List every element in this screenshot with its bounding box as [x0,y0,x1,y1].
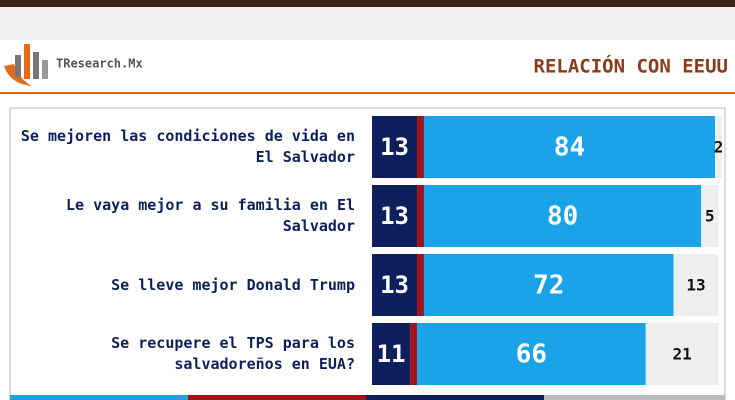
value-label: 72 [533,271,564,301]
value-label: 13 [380,133,409,161]
category-label: Le vaya mejor a su familia en El Salvado… [66,196,355,235]
value-label: 2 [714,138,724,157]
legend-strip [544,395,725,400]
legend-strip [188,395,366,400]
bar-segment [417,254,424,316]
bar-segment [701,185,719,247]
value-label: 13 [686,276,705,295]
value-label: 11 [377,340,406,368]
bar-segment [372,323,411,385]
value-label: 13 [380,202,409,230]
category-label: Se mejoren las condiciones de vida en El… [20,127,355,166]
value-label: 21 [673,345,692,364]
top-bar [0,0,735,7]
bar-segment [372,254,418,316]
legend-strip [10,395,188,400]
category-label: Se lleve mejor Donald Trump [111,275,355,294]
bar-segment [417,323,646,385]
bar-segment [673,254,719,316]
bar-segment [410,323,418,385]
bar-segment [423,116,716,178]
bar-segment [645,323,719,385]
logo [4,44,48,86]
value-label: 80 [547,202,578,232]
category-label: Se recupere el TPS para los salvadoreños… [111,334,355,373]
legend-strip [366,395,544,400]
bar-segment [417,116,424,178]
bar-segment [372,185,418,247]
value-label: 5 [705,207,715,226]
page-title: RELACIÓN CON EEUU [534,54,728,78]
bar-segment [423,254,674,316]
bar-segment [715,116,722,178]
value-label: 66 [516,340,547,370]
bar-segment [423,185,702,247]
value-label: 84 [554,133,585,163]
value-label: 13 [380,271,409,299]
brand: TResearch.Mx [56,57,143,71]
bar-segment [417,185,424,247]
nav-band [0,7,735,40]
bar-segment [372,116,418,178]
